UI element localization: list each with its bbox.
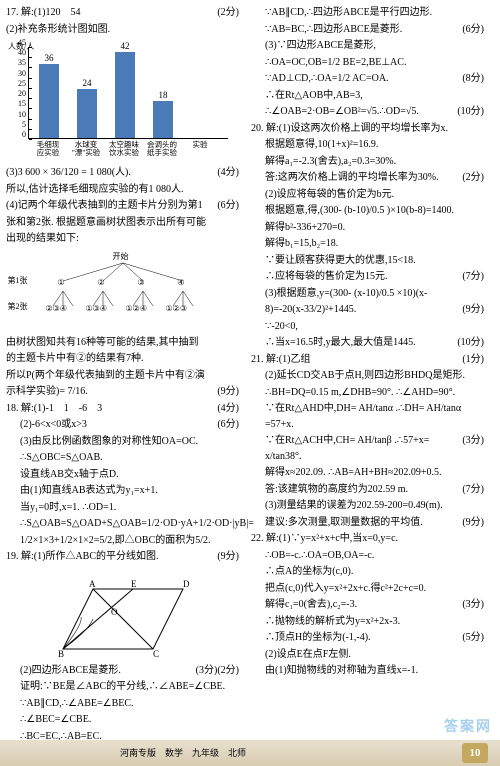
tree-diagram: 第1张 第2张 开始 ①②③④ ②③④①③④①②④①②③ bbox=[8, 251, 238, 331]
score: (9分) bbox=[462, 302, 484, 318]
geom-figure: B C D A E O bbox=[53, 569, 193, 659]
page-number: 10 bbox=[462, 743, 488, 763]
q17-1: 17. 解:(1)120 54 bbox=[6, 7, 80, 18]
q20-2d: 解得b₁=15,b₂=18. bbox=[251, 236, 484, 252]
q21-2d: ∵在Rt△ACH中,CH= AH/tanβ .∴57+x= x/tan38°. bbox=[251, 433, 484, 464]
q17-4f: 所以P(两个年级代表抽到的主题卡片中有②演 bbox=[6, 368, 239, 384]
q21-2e: 解得x≈202.09. ∴AB=AH+BH≈202.09+0.5. bbox=[251, 465, 484, 481]
footer-text: 河南专版 数学 九年级 北师 bbox=[120, 746, 246, 759]
q20-1b: 根据题意得,10(1+x)²=16.9. bbox=[251, 137, 484, 153]
svg-text:E: E bbox=[131, 579, 137, 589]
r4: ∴OA=OC,OB=1/2 BE=2,BE⊥AC. bbox=[251, 55, 484, 71]
q20-2e: ∵要让顾客获得更大的优惠,15<18. bbox=[251, 253, 484, 269]
bar-chart: 人数/人 36244218 051015202530354045毛细现应实验水球… bbox=[6, 41, 236, 161]
q21-1: 21. 解:(1)乙组 bbox=[251, 354, 310, 365]
q21-2f: 答:该建筑物的高度约为202.59 m. bbox=[265, 484, 408, 495]
q18-3a: (3)由反比例函数图象的对称性知OA=OC. bbox=[6, 434, 239, 450]
score: (4分) bbox=[217, 165, 239, 181]
r7: ∴∠OAB=2·OB=∠OB²=√5.∴OD=√5. bbox=[265, 106, 419, 117]
score: (10分) bbox=[457, 335, 484, 351]
svg-text:C: C bbox=[153, 649, 159, 659]
q18-3c: 设直线AB交x轴于点D. bbox=[6, 467, 239, 483]
svg-text:B: B bbox=[58, 649, 64, 659]
score: (9分) bbox=[462, 515, 484, 531]
q17-3b: 所以,估计选择毛细现应实验的有1 080人. bbox=[6, 182, 239, 198]
footer: 河南专版 数学 九年级 北师 10 bbox=[0, 740, 500, 766]
q21-2c: ∵在Rt△AHD中,DH= AH/tanα .∴DH= AH/tanα =57+… bbox=[251, 401, 484, 432]
q18-3b: ∴S△OBC=S△OAB. bbox=[6, 450, 239, 466]
q18-3g: 1/2×1×3+1/2×1×2=5/2,即△OBC的面积为5/2. bbox=[20, 535, 211, 546]
q17-4c: 出现的结果如下: bbox=[6, 231, 239, 247]
q20-2c: 解得b²-336+270=0. bbox=[251, 220, 484, 236]
score: (9分) bbox=[217, 549, 239, 565]
q20-2b: 根据题意,得,(300- (b-10)/0.5 )×10(b-8)=1400. bbox=[251, 203, 484, 219]
q19-2d: ∴∠BEC=∠CBE. bbox=[6, 712, 239, 728]
q17-2: (2)补充条形统计图如图. bbox=[6, 22, 239, 38]
svg-text:O: O bbox=[111, 607, 118, 617]
q18-2a: (2)-6<x<0或x>3 bbox=[20, 419, 87, 430]
svg-text:A: A bbox=[89, 579, 96, 589]
r2: ∵AB=BC,∴四边形ABCE是菱形. bbox=[265, 24, 402, 35]
score: (7分) bbox=[462, 269, 484, 285]
q22-1f: ∴抛物线的解析式为y=x²+2x-3. bbox=[251, 614, 484, 630]
score: (3分) bbox=[462, 597, 484, 613]
r5: ∵AD⊥CD,∴OA=1/2 AC=OA. bbox=[265, 73, 389, 84]
q20-1d: 答:这两次价格上调的平均增长率为30%. bbox=[265, 172, 439, 183]
score: (6分) bbox=[217, 417, 239, 433]
q20-3a: (3)根据题意,y=(300- (x-10)/0.5 ×10)(x- bbox=[251, 286, 484, 302]
score: (9分) bbox=[217, 384, 239, 400]
score: (3分) bbox=[462, 433, 484, 449]
q19-2a: (2)四边形ABCE是菱形. bbox=[20, 665, 121, 676]
score: (10分) bbox=[457, 104, 484, 120]
q17-4a: (4)记两个年级代表抽到的主题卡片分别为第1 bbox=[6, 198, 239, 214]
q22-1e: 解得c₁=0(舍去),c₂=-3. bbox=[265, 599, 357, 610]
q22-1b: ∴OB=-c.∴OA=OB,OA=-c. bbox=[251, 548, 484, 564]
score: (8分) bbox=[462, 71, 484, 87]
svg-text:D: D bbox=[183, 579, 190, 589]
r6: ∴在Rt△AOB中,AB=3, bbox=[251, 88, 484, 104]
score: (4分) bbox=[217, 401, 239, 417]
r3: (3)∵四边形ABCE是菱形, bbox=[251, 38, 484, 54]
q19-2b: 证明:∵BE是∠ABC的平分线,∴∠ABE=∠CBE. bbox=[6, 679, 239, 695]
q17-4d: 由树状图知共有16种等可能的结果,其中抽到 bbox=[6, 335, 239, 351]
score: (3分) bbox=[196, 663, 218, 679]
q20-1c: 解得a₁=-2.3(舍去),a₂=0.3=30%. bbox=[251, 154, 484, 170]
q17-4b: 张和第2张. 根据题意画树状图表示出所有可能 bbox=[6, 215, 239, 231]
score: (1分) bbox=[462, 352, 484, 368]
q21-2a: (2)延长CD交AB于点H,则四边形BHDQ是矩形. bbox=[251, 368, 484, 384]
score: (6分) bbox=[462, 22, 484, 38]
q18-3e: 当y₁=0时,x=1. ∴OD=1. bbox=[6, 500, 239, 516]
q20-2a: (2)设应将每袋的售价定为b元. bbox=[251, 187, 484, 203]
q17-3a: (3)3 600 × 36/120 = 1 080(人). bbox=[6, 165, 239, 181]
q19-1: 19. 解:(1)所作△ABC的平分线如图. bbox=[6, 549, 239, 565]
score: (2分) bbox=[462, 170, 484, 186]
q17-4g: 示科学实验)= 7/16. bbox=[6, 386, 88, 397]
q20-3d: ∴当x=16.5时,y最大,最大值是1445. bbox=[265, 337, 416, 348]
q20-2f: ∴应将每袋的售价定为15元. bbox=[265, 271, 388, 282]
q17-4e: 的主题卡片中有②的结果有7种. bbox=[6, 351, 239, 367]
q21-3b: 建议:多次测量,取测量数据的平均值. bbox=[265, 517, 423, 528]
q21-3a: (3)测量结果的误差为202.59-200=0.49(m). bbox=[251, 498, 484, 514]
r1: ∵AB∥CD,∴四边形ABCE是平行四边形. bbox=[251, 5, 484, 21]
q20-3b: 8)=-20(x-33/2)²+1445. bbox=[265, 304, 356, 315]
q18-1: 18. 解:(1)-1 1 -6 3 bbox=[6, 403, 102, 414]
q22-2a: (2)设点E在点F左侧. bbox=[251, 647, 484, 663]
q20-1a: 20. 解:(1)设这两次价格上调的平均增长率为x. bbox=[251, 121, 484, 137]
score: (7分) bbox=[462, 482, 484, 498]
q22-1c: ∴点A的坐标为(c,0). bbox=[251, 564, 484, 580]
q18-3f: ∴S△OAB=S△OAD+S△OAB=1/2·OD·yA+1/2·OD·|yB|… bbox=[6, 516, 239, 532]
q22-1g: ∴顶点H的坐标为(-1,-4). bbox=[265, 632, 371, 643]
q22-1a: 22. 解:(1)∵y=x²+x+c中,当x=0,y=c. bbox=[251, 531, 484, 547]
q21-2b: ∴BH=DQ=0.15 m,∠DHB=90°. ∴∠AHD=90°. bbox=[251, 385, 484, 401]
q20-3c: ∵-20<0, bbox=[251, 319, 484, 335]
q22-1d: 把点(c,0)代入y=x²+2x+c.得c²+2c+c=0. bbox=[251, 581, 484, 597]
q22-2b: 由(1)知抛物线的对称轴为直线x=-1. bbox=[251, 663, 484, 679]
watermark: 答案网 bbox=[444, 716, 492, 736]
score: (2分) bbox=[217, 5, 239, 21]
score: (5分) bbox=[462, 630, 484, 646]
score: (2分) bbox=[217, 663, 239, 679]
q19-2c: ∵AB∥CD,∴∠ABE=∠BEC. bbox=[6, 696, 239, 712]
q18-3d: 由(1)知直线AB表达式为y₁=x+1. bbox=[6, 483, 239, 499]
score: (6分) bbox=[217, 198, 239, 214]
